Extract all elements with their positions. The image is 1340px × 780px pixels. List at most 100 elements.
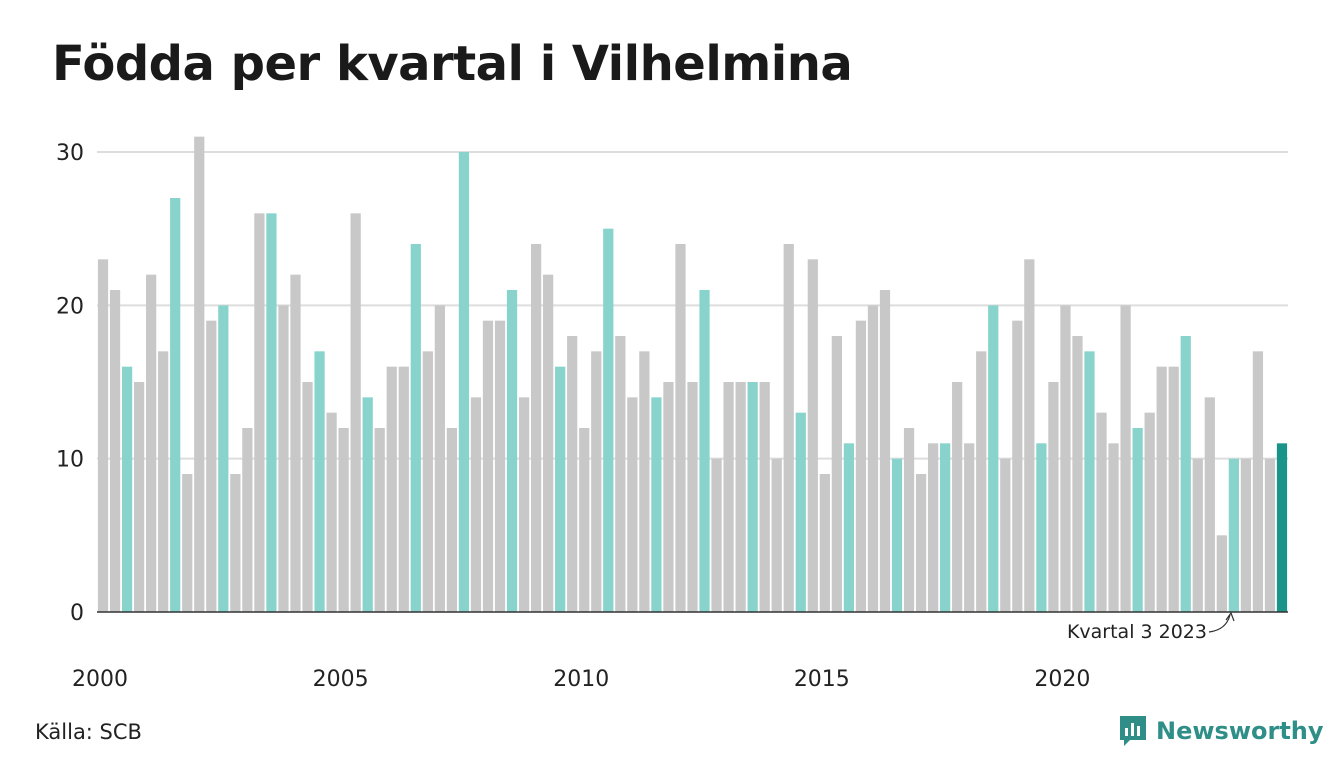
bar-2012-k4	[711, 458, 722, 612]
bar-2008-k1	[482, 320, 494, 612]
bar-2022-k2	[1168, 366, 1179, 612]
bar-2002-k3	[218, 305, 229, 612]
bar-2021-k4	[1144, 412, 1155, 612]
bar-2007-k3	[458, 152, 470, 612]
bar-2021-k2	[1120, 305, 1131, 612]
bar-2018-k3	[988, 305, 999, 612]
bar-2004-k4	[326, 412, 337, 612]
bar-2011-k4	[663, 382, 674, 612]
newsworthy-logo-icon	[1120, 716, 1146, 746]
bar-2021-k3	[1132, 428, 1143, 612]
bar-2013-k4	[759, 382, 770, 612]
x-tick-label: 2010	[553, 667, 609, 692]
bar-2012-k1	[675, 244, 686, 612]
bar-2006-k2	[398, 366, 409, 612]
bar-2016-k2	[879, 290, 891, 612]
bar-2006-k3	[410, 244, 421, 612]
bar-2023-k3	[1228, 458, 1239, 612]
bar-2011-k3	[651, 397, 662, 612]
x-tick-label: 2015	[794, 667, 850, 692]
bar-2023-k2	[1216, 535, 1227, 612]
bar-2000-k1	[97, 259, 109, 612]
bar-2006-k1	[386, 366, 397, 612]
annotation-label: Kvartal 3 2023	[1067, 621, 1207, 643]
y-tick-label: 0	[70, 601, 84, 626]
bar-2015-k1	[819, 474, 830, 612]
bar-2013-k1	[723, 382, 734, 612]
bar-2020-k4	[1096, 412, 1107, 612]
bar-2007-k4	[470, 397, 482, 612]
bar-2018-k2	[976, 351, 987, 612]
bar-2002-k4	[230, 474, 241, 612]
source-label: Källa: SCB	[35, 720, 142, 744]
bar-2020-k3	[1084, 351, 1095, 612]
bar-2017-k3	[940, 443, 951, 612]
bar-2022-k3	[1180, 336, 1191, 612]
bar-2001-k2	[158, 351, 169, 612]
x-tick-label: 2005	[313, 667, 369, 692]
chart-title: Födda per kvartal i Vilhelmina	[52, 36, 853, 92]
annotation-arrow	[1208, 614, 1231, 633]
annotation-arrowhead	[1225, 611, 1235, 622]
bar-2012-k3	[699, 290, 710, 612]
bar-2001-k4	[182, 474, 193, 612]
bar-2000-k3	[121, 366, 133, 612]
bar-2002-k1	[194, 136, 205, 612]
bar-2007-k2	[446, 428, 458, 612]
bar-2004-k1	[290, 274, 301, 612]
bar-2001-k1	[146, 274, 157, 612]
bar-2017-k2	[927, 443, 939, 612]
bar-2022-k1	[1156, 366, 1167, 612]
bar-2002-k2	[206, 320, 217, 612]
bar-2008-k4	[518, 397, 530, 612]
bar-2003-k3	[266, 213, 277, 613]
bar-2018-k1	[964, 443, 975, 612]
bar-2005-k4	[374, 428, 385, 612]
bar-2008-k2	[494, 320, 506, 612]
bar-2010-k4	[615, 336, 626, 612]
bar-2005-k1	[338, 428, 349, 612]
y-axis-ticks: 0 10 20 30	[56, 141, 84, 626]
bar-2011-k1	[627, 397, 638, 612]
bar-2020-k1	[1060, 305, 1071, 612]
bar-2019-k4	[1048, 382, 1059, 612]
bar-2013-k3	[747, 382, 758, 612]
bar-2008-k3	[506, 290, 518, 612]
bar-2003-k1	[242, 428, 253, 612]
bar-2020-k2	[1072, 336, 1083, 612]
bar-2010-k3	[603, 228, 614, 612]
bar-2017-k4	[952, 382, 963, 612]
y-tick-label: 10	[56, 448, 84, 473]
bar-2003-k2	[254, 213, 265, 613]
x-axis-ticks: 2000 2005 2010 2015 2020	[72, 667, 1090, 692]
bar-2014-k3	[795, 412, 806, 612]
bar-2005-k3	[362, 397, 373, 612]
bar-2012-k2	[687, 382, 698, 612]
bar-2000-k2	[109, 290, 121, 612]
bar-2014-k4	[807, 259, 818, 612]
bar-2009-k4	[567, 336, 578, 612]
bar-2023-k1	[1204, 397, 1215, 612]
bar-2016-k1	[867, 305, 879, 612]
bar-2014-k1	[771, 458, 782, 612]
bar-2022-k4	[1192, 458, 1203, 612]
bar-2004-k3	[314, 351, 325, 612]
bar-2024-k2	[1264, 458, 1276, 612]
bar-2017-k1	[915, 474, 927, 612]
bar-2016-k3	[891, 458, 903, 612]
bar-2021-k1	[1108, 443, 1119, 612]
bar-2019-k3	[1036, 443, 1047, 612]
bar-2000-k4	[133, 382, 145, 612]
bar-2023-k4	[1240, 458, 1252, 612]
bar-2004-k2	[302, 382, 313, 612]
y-tick-label: 30	[56, 141, 84, 166]
bar-2009-k2	[543, 274, 554, 612]
bar-2019-k2	[1024, 259, 1035, 612]
bar-2014-k2	[783, 244, 794, 612]
bar-2006-k4	[422, 351, 433, 612]
bar-2024-k1	[1252, 351, 1264, 612]
bar-2010-k1	[579, 428, 590, 612]
bar-2003-k4	[278, 305, 289, 612]
bar-2013-k2	[735, 382, 746, 612]
bar-2015-k3	[843, 443, 855, 612]
